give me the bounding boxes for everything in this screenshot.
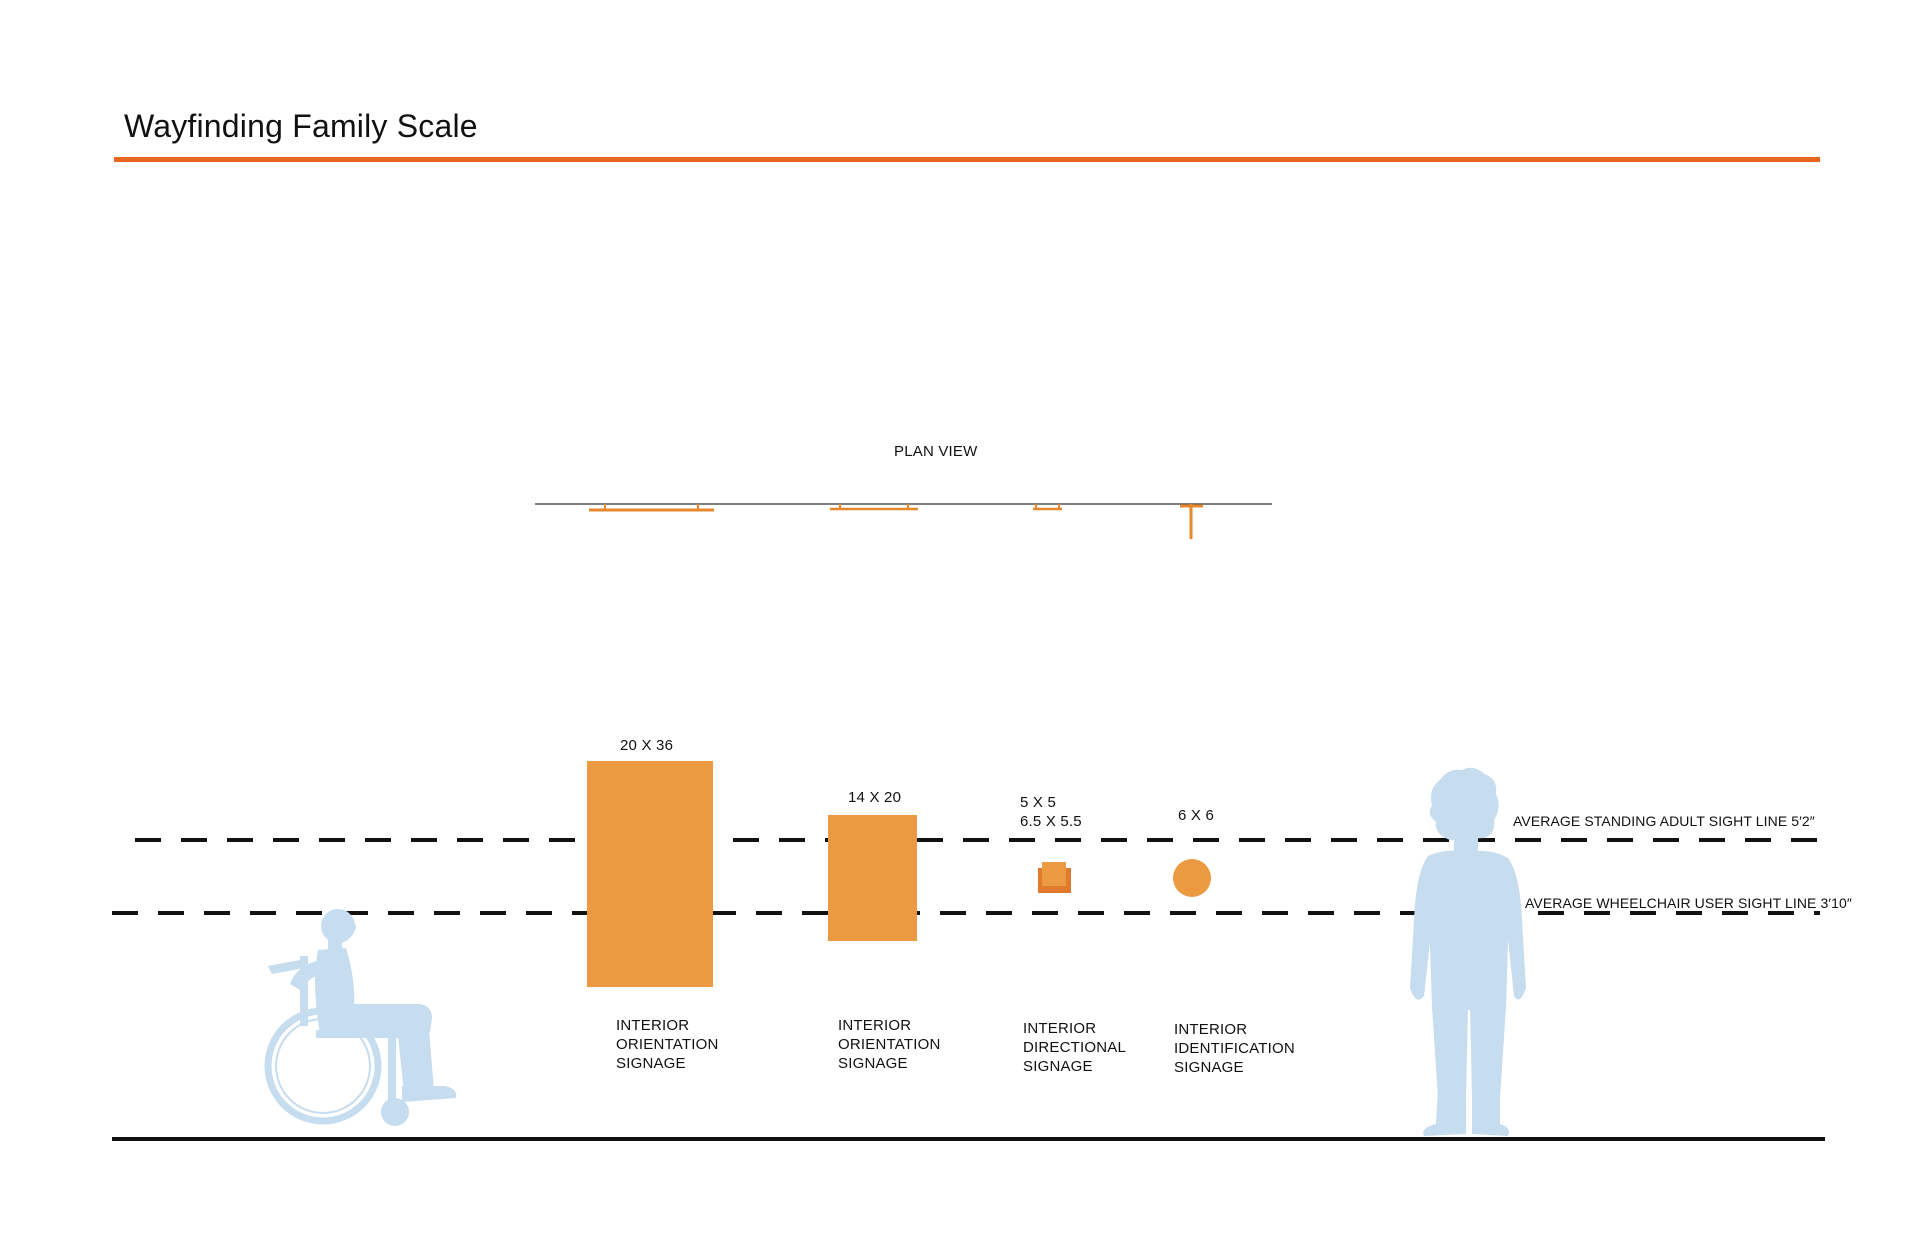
sign-1-dimension: 20 X 36: [620, 737, 674, 754]
title-underline: [114, 157, 1820, 162]
sign-2-elevation: [828, 815, 917, 941]
sign-1-caption-line-2: ORIENTATION: [616, 1036, 719, 1053]
sign-3-caption-line-1: INTERIOR: [1023, 1020, 1097, 1037]
sign-3-caption-line-2: DIRECTIONAL: [1023, 1039, 1127, 1056]
sign-4-caption: INTERIOR IDENTIFICATION SIGNAGE: [1174, 1020, 1295, 1077]
sign-4-elevation: [1173, 859, 1211, 897]
sign-2-dimension: 14 X 20: [848, 789, 902, 806]
standing-adult-silhouette: [1410, 767, 1526, 1136]
sign-3-elevation: [1038, 862, 1071, 893]
sign-1-caption-line-1: INTERIOR: [616, 1017, 690, 1034]
standing-sight-line-label: AVERAGE STANDING ADULT SIGHT LINE 5′2″: [1513, 813, 1815, 829]
sign-4-caption-line-3: SIGNAGE: [1174, 1059, 1244, 1076]
wheelchair-sight-line-label: AVERAGE WHEELCHAIR USER SIGHT LINE 3′10″: [1525, 895, 1852, 911]
plan-sign-1: [589, 504, 714, 512]
sign-1-caption: INTERIOR ORIENTATION SIGNAGE: [616, 1016, 718, 1073]
sign-3-dimension-alt: 6.5 X 5.5: [1020, 813, 1082, 830]
plan-sign-2: [830, 504, 918, 511]
sign-2-caption-line-1: INTERIOR: [838, 1017, 912, 1034]
plan-view-label: PLAN VIEW: [894, 443, 978, 460]
sign-2-caption-line-2: ORIENTATION: [838, 1036, 941, 1053]
sign-3-dimension: 5 X 5: [1020, 794, 1057, 811]
page-title: Wayfinding Family Scale: [124, 108, 478, 144]
sign-4-caption-line-1: INTERIOR: [1174, 1021, 1248, 1038]
sign-2-caption-line-3: SIGNAGE: [838, 1055, 908, 1072]
sign-2-caption: INTERIOR ORIENTATION SIGNAGE: [838, 1016, 940, 1073]
plan-sign-3: [1033, 504, 1062, 511]
sign-3-caption: INTERIOR DIRECTIONAL SIGNAGE: [1023, 1019, 1126, 1076]
sign-4-dimension: 6 X 6: [1178, 807, 1215, 824]
plan-view: [535, 503, 1272, 539]
sign-4-caption-line-2: IDENTIFICATION: [1174, 1040, 1295, 1057]
wheelchair-user-silhouette: [264, 909, 457, 1126]
sign-1-caption-line-3: SIGNAGE: [616, 1055, 686, 1072]
plan-sign-4: [1180, 504, 1203, 539]
sign-1-elevation: [587, 761, 713, 987]
sign-3-caption-line-3: SIGNAGE: [1023, 1058, 1093, 1075]
